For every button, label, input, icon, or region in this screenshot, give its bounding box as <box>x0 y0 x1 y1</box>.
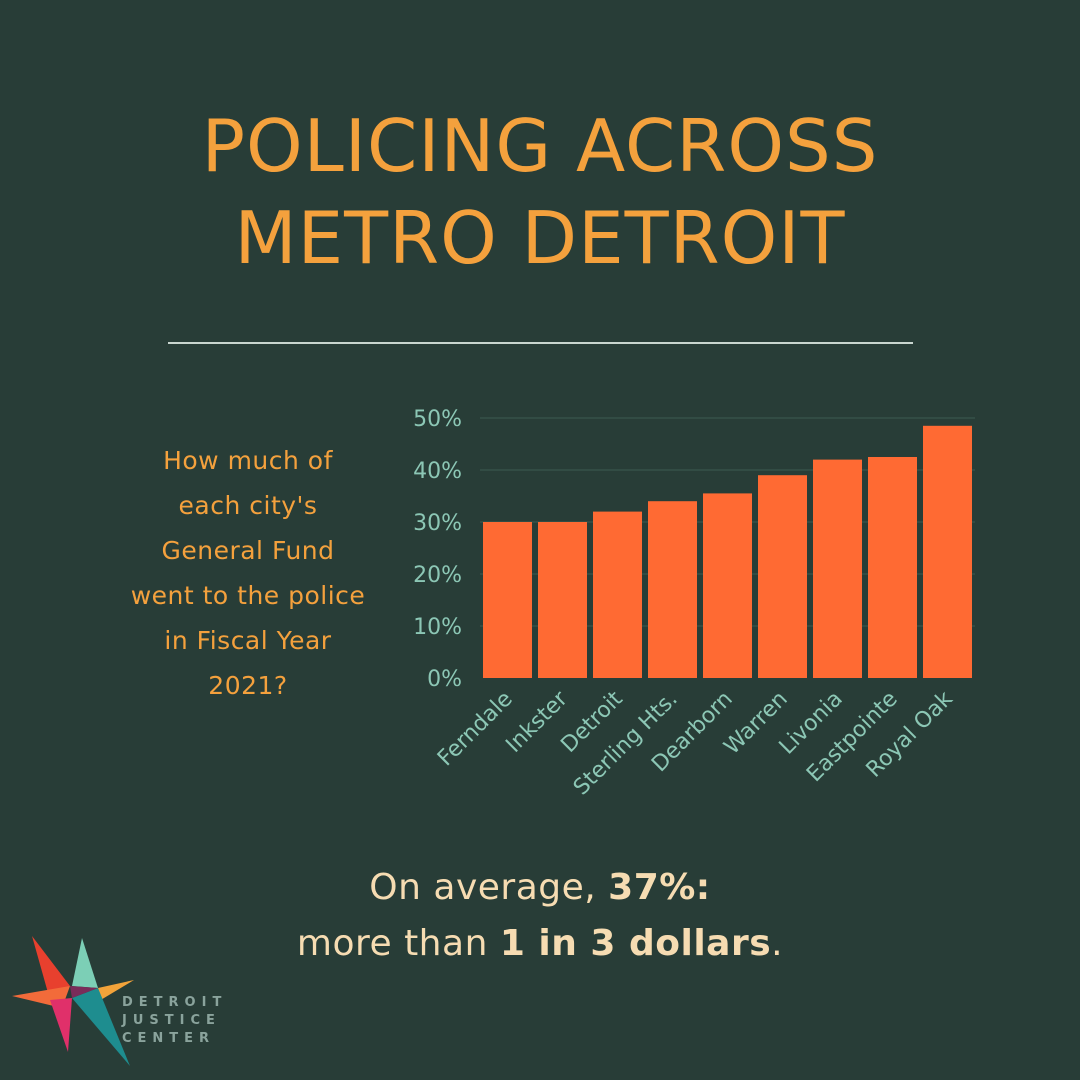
bar-ferndale <box>483 522 532 678</box>
bar-detroit <box>593 511 642 678</box>
summary-ratio-suffix: . <box>771 923 784 964</box>
logo-line-2: JUSTICE <box>122 1013 221 1028</box>
summary-line-1: On average, 37%: <box>0 860 1080 916</box>
y-tick-label: 30% <box>413 511 462 536</box>
title-line-2: METRO DETROIT <box>234 196 846 280</box>
summary-text: On average, 37%: more than 1 in 3 dollar… <box>0 860 1080 972</box>
summary-average-prefix: On average, <box>369 867 609 908</box>
summary-ratio-value: 1 in 3 dollars <box>499 923 772 964</box>
star-logo-icon <box>12 936 134 1066</box>
y-tick-label: 40% <box>413 459 462 484</box>
title-line-1: POLICING ACROSS <box>201 104 879 188</box>
logo-line-3: CENTER <box>122 1031 216 1046</box>
page-title: POLICING ACROSS METRO DETROIT <box>0 100 1080 284</box>
bar-inkster <box>538 522 587 678</box>
bar-dearborn <box>703 493 752 678</box>
y-tick-label: 20% <box>413 563 462 588</box>
x-tick-label: Ferndale <box>433 687 518 772</box>
divider <box>168 342 913 344</box>
summary-ratio-prefix: more than <box>296 923 500 964</box>
y-tick-label: 0% <box>427 667 462 692</box>
bar-eastpointe <box>868 457 917 678</box>
logo-line-1: DETROIT <box>122 995 228 1010</box>
y-tick-label: 10% <box>413 615 462 640</box>
bar-livonia <box>813 459 862 678</box>
logo-wordmark: DETROIT JUSTICE CENTER <box>122 994 227 1048</box>
chart-question: How much of each city's General Fund wen… <box>130 446 366 700</box>
bar-warren <box>758 475 807 678</box>
bar-sterling-hts <box>648 501 697 678</box>
bar-royal-oak <box>923 425 972 678</box>
summary-average-value: 37%: <box>608 867 711 908</box>
summary-line-2: more than 1 in 3 dollars. <box>0 916 1080 972</box>
y-tick-label: 50% <box>413 407 462 432</box>
